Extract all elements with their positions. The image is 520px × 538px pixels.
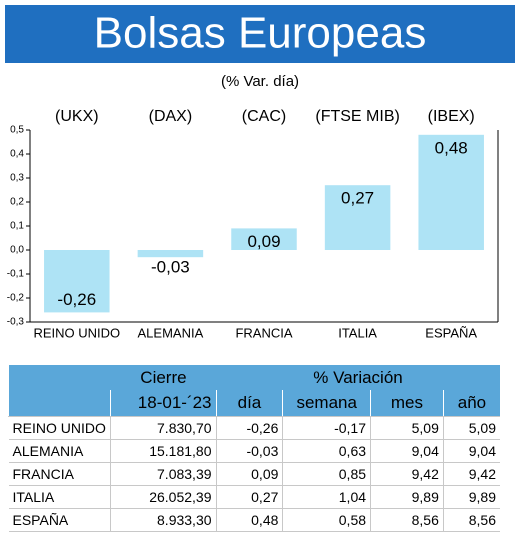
title-bar [5,5,515,63]
row-label: FRANCIA [8,462,111,486]
table-cell: 8,56 [370,508,444,532]
y-tick-label: 0,2 [10,197,24,208]
header-cell: % Variación [216,365,500,390]
y-tick-label: -0,3 [7,317,25,328]
table-cell: 5,09 [370,416,444,440]
chart-subtitle: (% Var. día) [221,73,299,90]
bar [231,228,297,250]
table-row: ALEMANIA 15.181,80 -0,03 0,63 9,04 9,04 [8,439,500,463]
index-label: (FTSE MIB) [315,108,399,125]
y-tick-label: 0,3 [10,173,24,184]
chart: Bolsas Europeas (% Var. día) 0,5 0,4 0,3 0,… [5,5,515,340]
header-cell: año [442,390,500,417]
y-tick-label: 0,0 [10,245,24,256]
index-label: (UKX) [55,108,99,125]
value-label: 0,27 [341,189,374,208]
table-cell: 8.933,30 [110,508,217,532]
y-tick-label: 0,4 [10,149,24,160]
table-cell: 15.181,80 [110,439,217,463]
table-cell: 0,85 [282,462,371,486]
bar [44,250,110,313]
table-cell: 8,56 [442,508,500,532]
table-cell: 0,58 [282,508,371,532]
table-row: REINO UNIDO 7.830,70 -0,26 -0,17 5,09 5,09 [8,416,500,440]
table-cell: 7.830,70 [110,416,217,440]
value-label: -0,26 [57,290,96,309]
bar [418,134,484,250]
index-label: (CAC) [242,108,286,125]
table-cell: 0,48 [215,508,283,532]
y-tick-label: 0,1 [10,221,24,232]
table-row: ITALIA 26.052,39 0,27 1,04 9,89 9,89 [8,485,500,509]
x-tick-label: REINO UNIDO [33,325,120,340]
row-label: ESPAÑA [8,508,111,532]
table-cell: 9,42 [370,462,444,486]
x-tick-label: ESPAÑA [425,325,477,340]
table-row: Cierre% Variación [8,365,500,390]
y-tick-label: 0,5 [10,125,24,136]
table-row: ESPAÑA 8.933,30 0,48 0,58 8,56 8,56 [8,508,500,532]
table: Cierre% Variación 18-01-´23 día semana mes añ… [7,365,500,532]
row-label: ITALIA [8,485,111,509]
table-cell: 9,89 [370,485,444,509]
bar [137,250,204,258]
table-cell: 26.052,39 [110,485,217,509]
header-cell [8,365,111,390]
bar [324,185,391,250]
table-cell: 9,04 [442,439,500,463]
table-row: 18-01-´23 día semana mes año [7,390,500,417]
table-cell: -0,03 [215,439,283,463]
value-label: 0,48 [435,138,468,157]
row-label: ALEMANIA [8,439,111,463]
y-tick-label: -0,2 [7,293,25,304]
x-tick-label: ALEMANIA [138,325,204,340]
chart-title: Bolsas Europeas [94,9,427,58]
header-cell [7,390,111,417]
header-cell: semana [282,390,371,417]
header-cell: 18-01-´23 [110,390,217,417]
table-cell: 1,04 [282,485,371,509]
table-row: FRANCIA 7.083,39 0,09 0,85 9,42 9,42 [8,462,500,486]
table-cell: -0,26 [215,416,283,440]
header-cell: día [215,390,283,417]
table-cell: 7.083,39 [110,462,217,486]
header-cell: Cierre [110,365,217,390]
x-tick-label: ITALIA [338,325,377,340]
y-tick-label: -0,1 [7,269,25,280]
table-cell: 0,63 [282,439,371,463]
table-cell: 0,09 [215,462,283,486]
value-label: -0,03 [151,258,190,277]
row-label: REINO UNIDO [8,416,111,440]
value-label: 0,09 [247,232,280,251]
index-label: (DAX) [149,108,193,125]
table-cell: 5,09 [442,416,500,440]
table-cell: 9,04 [370,439,444,463]
table-cell: 0,27 [215,485,283,509]
table-cell: 9,42 [442,462,500,486]
x-tick-label: FRANCIA [235,325,292,340]
table-cell: -0,17 [282,416,371,440]
header-cell: mes [370,390,444,417]
table-cell: 9,89 [442,485,500,509]
index-label: (IBEX) [428,108,475,125]
